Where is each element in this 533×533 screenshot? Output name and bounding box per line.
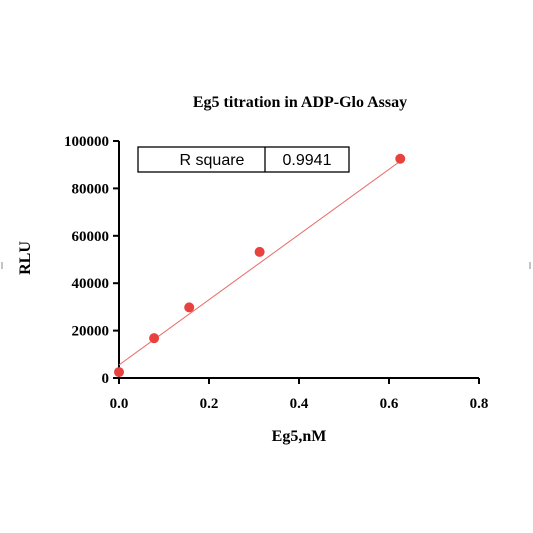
chart-title: Eg5 titration in ADP-Glo Assay bbox=[193, 94, 407, 111]
r-square-label: R square bbox=[180, 152, 245, 169]
y-axis-title: RLU bbox=[17, 241, 34, 275]
x-tick-label: 0.8 bbox=[470, 396, 489, 412]
y-axis-ticks: 0 20000 40000 60000 80000 100000 bbox=[64, 134, 119, 387]
data-point bbox=[114, 367, 124, 378]
y-tick-label: 20000 bbox=[72, 324, 110, 340]
x-axis-ticks: 0.0 0.2 0.4 0.6 0.8 bbox=[110, 378, 489, 412]
r-square-table-border bbox=[137, 146, 350, 173]
data-point bbox=[149, 333, 160, 344]
r-square-table: R square 0.9941 bbox=[137, 146, 350, 173]
data-point bbox=[184, 302, 195, 313]
data-point bbox=[254, 246, 265, 257]
r-square-value: 0.9941 bbox=[283, 152, 332, 169]
x-tick-label: 0.4 bbox=[290, 396, 309, 412]
x-tick-label: 0.2 bbox=[200, 396, 219, 412]
y-tick-label: 80000 bbox=[72, 181, 110, 197]
y-tick-label: 40000 bbox=[72, 276, 110, 292]
y-tick-label: 60000 bbox=[72, 229, 110, 245]
fit-line bbox=[118, 160, 401, 366]
x-axis-title: Eg5,nM bbox=[272, 428, 327, 445]
y-tick-label: 0 bbox=[102, 371, 110, 387]
x-tick-label: 0.0 bbox=[110, 396, 129, 412]
x-tick-label: 0.6 bbox=[380, 396, 399, 412]
axes bbox=[118, 141, 479, 379]
data-point bbox=[395, 153, 406, 164]
y-tick-label: 100000 bbox=[64, 134, 109, 150]
data-points bbox=[114, 153, 406, 378]
